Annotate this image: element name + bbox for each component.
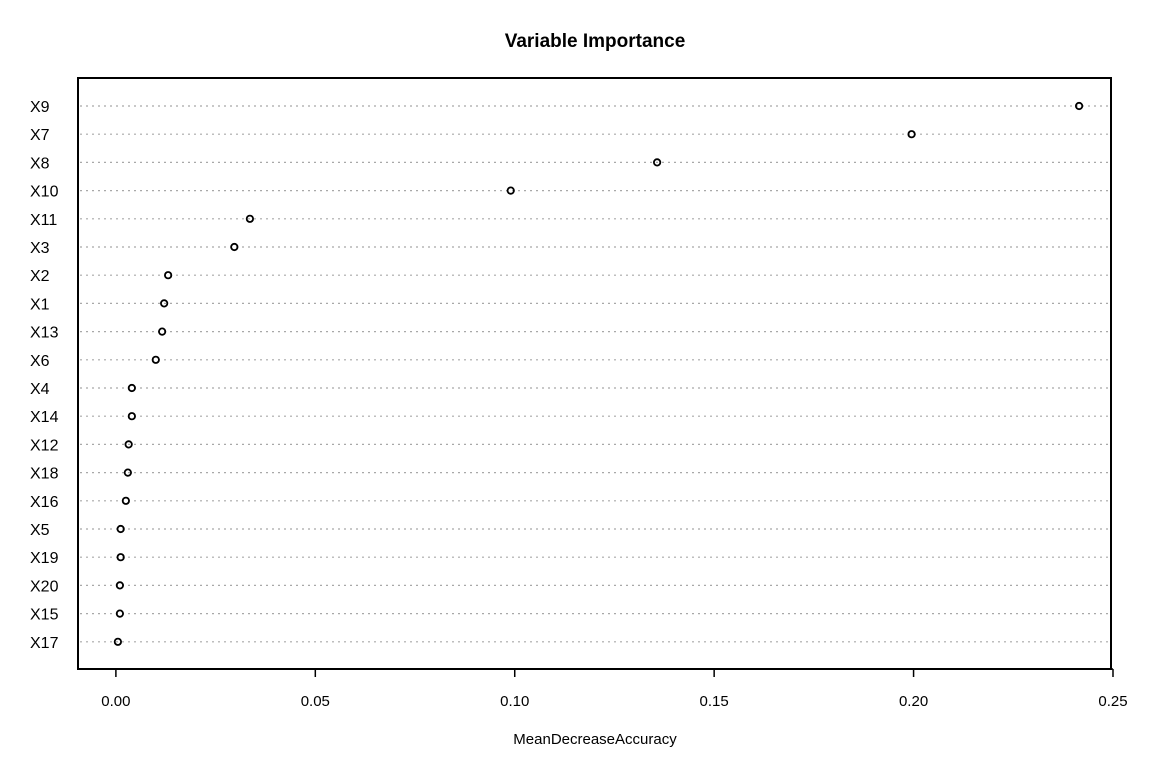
point-x3 <box>230 242 239 252</box>
point-x13 <box>158 327 167 336</box>
point-x8 <box>653 158 662 167</box>
grid-lines <box>80 105 1109 643</box>
variable-label-x17: X17 <box>30 635 59 652</box>
point-x6 <box>151 355 160 364</box>
point-x15 <box>115 609 124 618</box>
variable-label-x13: X13 <box>30 325 59 342</box>
point-x4 <box>127 383 136 393</box>
variable-label-x19: X19 <box>30 550 59 567</box>
variable-label-x9: X9 <box>30 99 50 116</box>
variable-label-x14: X14 <box>30 409 59 426</box>
point-x5 <box>116 524 125 534</box>
x-tick-label: 0.10 <box>500 693 529 710</box>
point-x9 <box>1074 101 1084 111</box>
plot-frame <box>77 77 1112 670</box>
variable-label-x15: X15 <box>30 607 59 624</box>
x-axis-title: MeanDecreaseAccuracy <box>513 731 677 748</box>
variable-label-x11: X11 <box>30 212 57 229</box>
point-x16 <box>121 496 130 505</box>
point-x14 <box>127 412 136 421</box>
variable-label-x5: X5 <box>30 522 50 539</box>
point-x2 <box>164 271 173 280</box>
chart-title: Variable Importance <box>505 31 686 52</box>
variable-label-x18: X18 <box>30 466 59 483</box>
point-x10 <box>506 186 515 195</box>
x-tick-label: 0.05 <box>301 693 330 710</box>
point-x19 <box>116 553 125 562</box>
point-x20 <box>115 581 124 590</box>
point-x12 <box>124 440 133 449</box>
variable-label-x20: X20 <box>30 578 59 595</box>
variable-label-x1: X1 <box>30 296 50 313</box>
x-tick-label: 0.15 <box>700 693 729 710</box>
x-tick-label: 0.00 <box>101 693 130 710</box>
point-x18 <box>123 468 132 477</box>
x-tick-label: 0.25 <box>1098 693 1127 710</box>
variable-label-x7: X7 <box>30 127 50 144</box>
variable-label-x6: X6 <box>30 353 50 370</box>
variable-label-x12: X12 <box>30 437 59 454</box>
x-axis: 0.00 0.05 0.10 0.15 0.20 0.25 <box>101 668 1128 710</box>
variable-label-x16: X16 <box>30 494 59 511</box>
variable-label-x8: X8 <box>30 155 50 172</box>
point-x1 <box>160 299 169 308</box>
point-x11 <box>245 214 255 223</box>
point-x7 <box>907 130 916 139</box>
data-points <box>113 101 1084 646</box>
point-x17 <box>113 637 122 646</box>
variable-label-x4: X4 <box>30 381 50 398</box>
variable-labels: X9 X7 X8 X10 X11 X3 X2 X1 X13 X6 X4 X14 X12 X18 X16 X5 X… <box>30 99 59 652</box>
variable-label-x10: X10 <box>30 184 59 201</box>
variable-label-x3: X3 <box>30 240 50 257</box>
x-tick-label: 0.20 <box>899 693 928 710</box>
variable-label-x2: X2 <box>30 268 50 285</box>
